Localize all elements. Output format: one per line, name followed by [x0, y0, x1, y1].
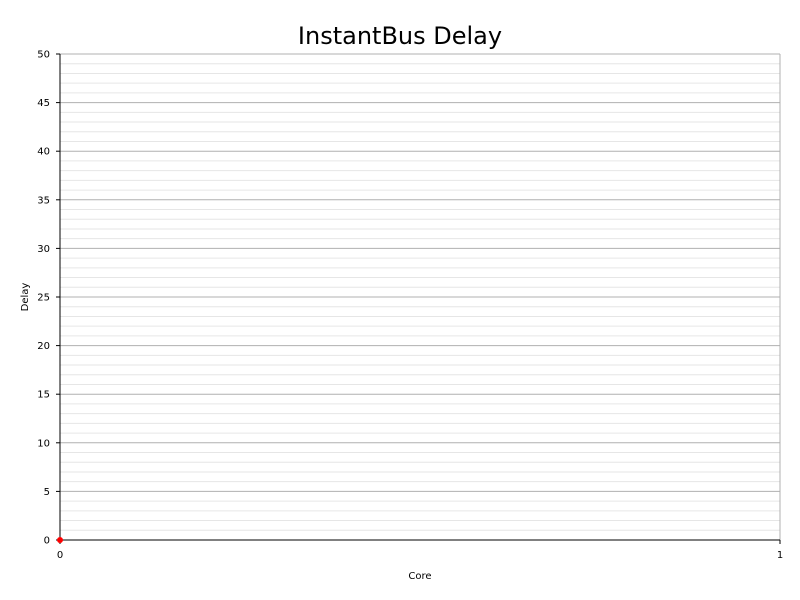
x-tick-label: 0 [57, 550, 63, 561]
y-tick-label: 20 [37, 341, 50, 352]
grid [60, 53, 781, 541]
y-tick-label: 45 [37, 98, 50, 109]
data-points [57, 537, 63, 543]
y-tick-label: 15 [37, 390, 50, 401]
y-tick-label: 50 [37, 50, 50, 61]
x-tick-label: 1 [777, 550, 783, 561]
y-tick-label: 30 [37, 244, 50, 255]
y-tick-label: 10 [37, 438, 50, 449]
y-tick-label: 5 [44, 487, 50, 498]
data-point [57, 537, 63, 543]
y-tick-label: 40 [37, 147, 50, 158]
y-axis-ticks: 0 5 10 15 20 25 30 35 40 45 50 [37, 50, 60, 547]
x-axis-label: Core [408, 571, 431, 582]
y-tick-label: 35 [37, 195, 50, 206]
chart-title: InstantBus Delay [298, 22, 502, 50]
y-tick-label: 25 [37, 293, 50, 304]
y-tick-label: 0 [44, 536, 50, 547]
y-axis-label: Delay [20, 283, 31, 312]
